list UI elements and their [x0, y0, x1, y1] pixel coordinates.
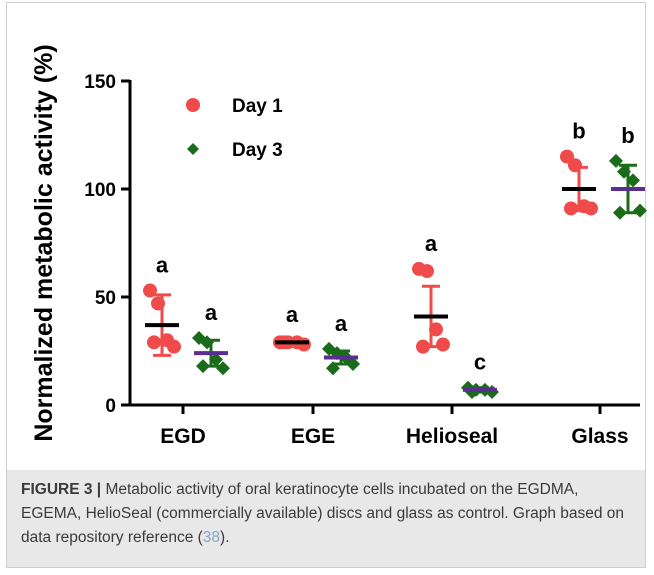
- data-point: [633, 203, 647, 218]
- data-point: [617, 164, 631, 179]
- chart-legend: Day 1 Day 3: [186, 96, 283, 161]
- data-point: [436, 337, 450, 352]
- chart-axes: [128, 80, 640, 407]
- caption-reference-link[interactable]: 38: [202, 529, 221, 546]
- data-point: [613, 205, 627, 220]
- data-point: [151, 296, 165, 311]
- significance-label: a: [205, 300, 218, 325]
- caption-label: FIGURE 3 |: [21, 481, 102, 498]
- significance-label: a: [335, 311, 348, 336]
- data-point: [609, 153, 623, 168]
- data-point: [209, 352, 223, 367]
- chart-marks: a a a b a a c b: [143, 119, 647, 400]
- data-point: [167, 339, 181, 354]
- data-point: [416, 339, 430, 354]
- data-point: [420, 264, 434, 279]
- data-point: [326, 361, 340, 376]
- data-point: [200, 335, 214, 350]
- y-tick-label: 150: [84, 72, 116, 93]
- significance-label: a: [425, 231, 438, 256]
- data-point: [216, 361, 230, 376]
- data-point: [147, 335, 161, 350]
- significance-label: a: [156, 253, 169, 278]
- y-axis-title: Normalized metabolic activity (%): [30, 44, 58, 441]
- data-point: [429, 322, 443, 337]
- data-point: [143, 283, 157, 298]
- y-tick-label: 0: [105, 396, 116, 417]
- data-point: [564, 201, 578, 216]
- significance-label: c: [474, 350, 486, 375]
- x-tick-label: Glass: [571, 425, 628, 448]
- x-tick-label: Helioseal: [406, 425, 498, 448]
- data-point: [626, 173, 640, 188]
- data-point: [196, 359, 210, 374]
- y-ticks: 0 50 100 150 EGD EGE Helioseal Glass: [84, 72, 628, 448]
- data-point: [346, 356, 360, 371]
- figure-caption: FIGURE 3 | Metabolic activity of oral ke…: [7, 470, 645, 567]
- legend-label: Day 3: [232, 140, 283, 161]
- legend-marker: [186, 98, 200, 112]
- caption-end: ).: [220, 529, 230, 546]
- y-tick-label: 100: [84, 180, 116, 201]
- significance-label: b: [572, 119, 585, 144]
- caption-text: Metabolic activity of oral keratinocyte …: [21, 481, 625, 546]
- x-tick-label: EGE: [291, 425, 335, 448]
- chart: 0 50 100 150 EGD EGE Helioseal Glass a a a b a a c b D…: [30, 44, 647, 448]
- y-tick-label: 50: [95, 288, 116, 309]
- data-point: [568, 158, 582, 173]
- legend-label: Day 1: [232, 96, 283, 117]
- significance-label: b: [621, 123, 634, 148]
- data-point: [584, 201, 598, 216]
- legend-marker: [187, 143, 199, 155]
- data-point: [297, 337, 311, 352]
- x-tick-label: EGD: [160, 425, 206, 448]
- significance-label: a: [286, 302, 299, 327]
